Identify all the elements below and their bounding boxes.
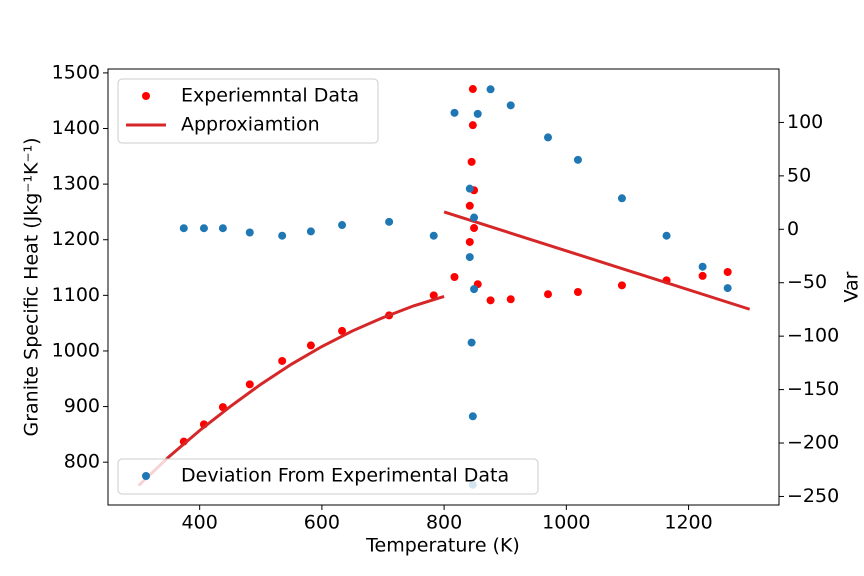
data-point (385, 217, 394, 226)
data-point (468, 121, 477, 130)
data-point (306, 227, 315, 236)
legend-box (117, 458, 539, 495)
data-point (662, 231, 671, 240)
y-tick-label: 1400 (52, 117, 100, 139)
data-point (465, 237, 474, 246)
data-point (470, 285, 479, 294)
data-point (245, 380, 254, 389)
data-point (468, 85, 477, 94)
data-point (278, 231, 287, 240)
data-point (429, 291, 438, 300)
data-point (573, 155, 582, 164)
data-point (179, 224, 188, 233)
x-tick-label: 1200 (664, 512, 712, 534)
data-point (473, 109, 482, 118)
legend-label: Deviation From Experimental Data (181, 465, 509, 487)
legend-label: Experiemntal Data (181, 85, 359, 107)
line (443, 210, 751, 311)
y2-tick-label: −150 (787, 378, 839, 400)
data-point (467, 338, 476, 347)
y2-tick-label: −200 (787, 432, 839, 454)
y-tick-label: 800 (64, 451, 100, 473)
data-point (278, 356, 287, 365)
plot-frame (107, 68, 780, 506)
y-tick-label: 1300 (52, 173, 100, 195)
data-point (467, 157, 476, 166)
y-tick-label: 900 (64, 395, 100, 417)
data-point (506, 295, 515, 304)
data-point (544, 290, 552, 299)
data-point (470, 213, 479, 222)
legend-swatch (142, 472, 150, 480)
data-point (698, 271, 707, 280)
y2-tick-label: −50 (787, 271, 827, 293)
data-point (245, 228, 254, 237)
data-point (465, 201, 474, 210)
data-point (450, 108, 459, 117)
data-point (306, 341, 315, 350)
y-tick-label: 1100 (52, 284, 100, 306)
data-point (429, 231, 438, 240)
data-point (465, 184, 474, 193)
data-point (338, 326, 347, 335)
line (137, 295, 445, 487)
x-tick-label: 800 (426, 512, 462, 534)
data-point (486, 296, 495, 305)
y2-tick-label: 0 (787, 218, 799, 240)
y-tick-label: 1200 (52, 228, 100, 250)
y2-tick-label: −250 (787, 485, 839, 507)
y2-tick-label: −100 (787, 325, 839, 347)
y-tick-label: 1500 (52, 61, 100, 83)
data-point (468, 412, 477, 421)
data-point (506, 101, 515, 110)
x-tick-label: 600 (304, 512, 340, 534)
legend-swatch (142, 92, 150, 100)
x-axis-label: Temperature (K) (365, 535, 520, 557)
data-point (465, 253, 474, 262)
data-point (486, 85, 495, 94)
legend-box (117, 78, 379, 144)
data-point (617, 194, 626, 203)
data-point (698, 262, 707, 271)
y-axis-label: Granite Specific Heat (Jkg⁻¹K⁻¹) (21, 137, 43, 436)
data-point (573, 288, 582, 297)
data-point (544, 133, 552, 142)
x-tick-label: 400 (182, 512, 218, 534)
data-point (723, 267, 732, 276)
data-point (338, 221, 347, 230)
data-point (723, 284, 732, 293)
y-tick-label: 1000 (52, 339, 100, 361)
y2-tick-label: 100 (787, 111, 823, 133)
x-tick-label: 1000 (542, 512, 590, 534)
y2-axis-label: Var (841, 271, 863, 302)
y2-tick-label: 50 (787, 164, 811, 186)
data-point (199, 224, 208, 233)
legend-label: Approxiamtion (181, 114, 320, 136)
data-point (470, 224, 479, 233)
data-point (617, 281, 626, 290)
data-point (450, 272, 459, 281)
data-point (218, 224, 227, 233)
